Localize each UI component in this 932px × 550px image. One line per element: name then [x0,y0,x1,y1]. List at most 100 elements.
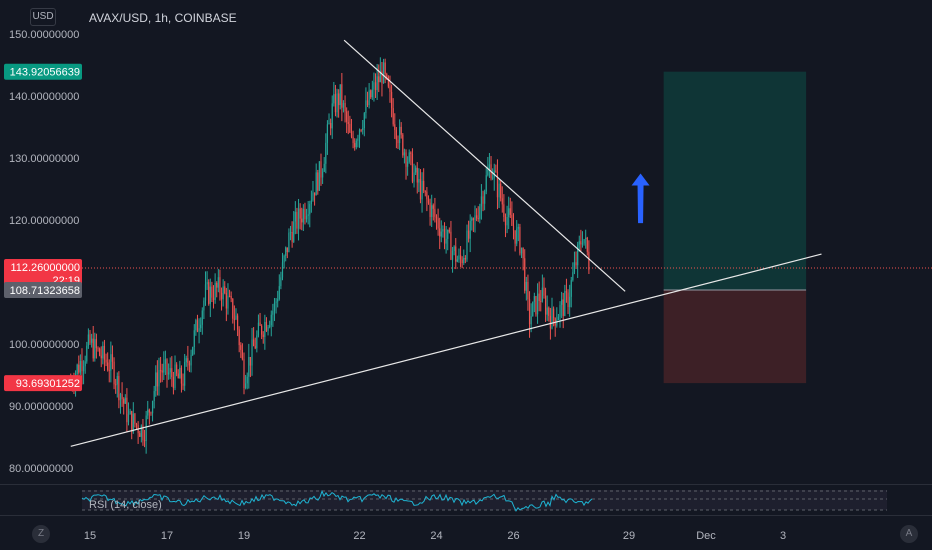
candle-body [99,348,101,356]
candle-body [413,172,415,182]
candle-body [581,243,584,245]
candle-body [243,359,245,389]
candle-body [476,215,478,219]
candle-body [134,413,136,424]
entry-price-tag-value: 108.71323658 [10,285,80,297]
candle-body [419,179,422,200]
candle-body [318,161,320,191]
time-tick-label: 3 [780,530,786,542]
candle-body [467,230,470,239]
candle-body [421,180,423,200]
candle-body [557,316,560,321]
candle-body [163,363,165,373]
candle-body [397,139,399,144]
candle-body [569,296,571,308]
candle-body [294,211,296,222]
candle-body [533,296,535,302]
candle-body [168,372,170,375]
candle-body [339,84,341,106]
time-tick-label: 17 [161,530,173,542]
candle-body [588,251,590,271]
candle-body [196,320,199,332]
auto-scale-a-button[interactable]: A [900,525,918,543]
candle-body [198,328,200,332]
candle-body [503,204,505,217]
candle-body [585,237,587,240]
candle-body [453,246,455,251]
candle-body [309,204,311,215]
candle-body [498,183,500,198]
candle-body [334,94,337,113]
time-tick-label: Dec [696,530,716,542]
candle-body [477,218,479,220]
candle-body [544,295,547,315]
candle-body [556,320,558,326]
candle-body [469,220,471,239]
candle-body [322,171,324,178]
candle-body [313,192,316,196]
candle-body [496,171,499,198]
candle-body [482,196,484,204]
candle-body [249,356,252,366]
candle-body [158,370,160,387]
candle-body [283,255,285,263]
candle-body [140,425,142,437]
candle-body [121,394,123,399]
candle-body [253,339,255,347]
candle-body [315,172,317,196]
candle-body [261,325,263,335]
candle-body [536,293,539,315]
auto-scale-z-button[interactable]: Z [32,525,50,543]
candle-body [527,281,529,300]
candle-body [336,93,338,113]
candle-body [445,238,447,244]
currency-button[interactable]: USD [30,8,56,26]
candle-body [307,214,309,216]
candle-body [386,74,388,78]
trendline-lower [70,253,822,447]
candle-body [408,152,410,162]
candle-body [443,228,446,244]
candle-body [227,295,229,309]
candle-body [323,163,325,172]
candle-body [466,230,468,260]
candle-body [164,359,166,364]
candle-body [240,345,242,350]
candle-body [338,93,340,106]
time-tick-label: 19 [238,530,250,542]
candle-body [281,262,284,278]
candle-body [411,153,414,182]
candle-body [378,76,380,83]
candle-body [107,362,109,370]
candle-body [301,218,303,223]
candle-body [270,314,272,326]
candle-body [166,359,168,375]
candle-body [291,231,293,242]
candle-body [245,383,247,389]
candle-body [111,354,114,362]
candle-body [548,307,550,316]
candle-body [400,126,402,135]
candle-body [275,301,277,303]
candle-body [586,237,588,252]
candle-body [236,315,239,330]
price-tick-label: 120.00000000 [9,215,79,227]
candle-body [171,368,173,377]
candle-body [235,315,237,320]
candle-body [342,102,345,108]
candle-body [370,90,372,98]
candle-body [296,211,298,229]
candle-body [399,126,401,144]
candle-body [317,172,319,191]
candle-body [541,287,543,302]
price-tick-label: 80.00000000 [9,463,73,475]
candle-body [86,345,88,362]
candle-body [471,218,473,221]
candle-body [519,226,521,254]
candle-body [458,255,460,260]
time-tick-label: 29 [623,530,635,542]
candle-body [217,277,219,288]
candle-body [344,102,346,112]
rsi-band [82,490,887,510]
